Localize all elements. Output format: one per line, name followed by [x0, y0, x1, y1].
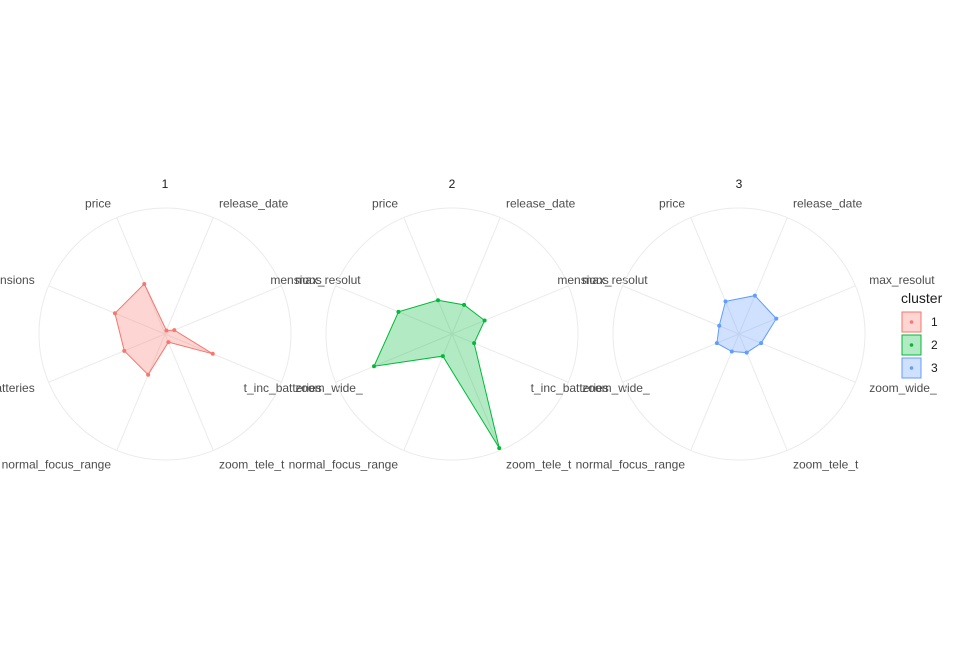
grid-spoke — [690, 333, 740, 451]
grid-spoke — [738, 333, 856, 383]
axis-label: normal_focus_range — [576, 457, 686, 471]
grid-spoke — [335, 333, 453, 383]
data-point — [440, 354, 445, 359]
axis-label: zoom_wide_ — [582, 381, 650, 395]
axis-label: release_date — [219, 197, 289, 211]
grid-spoke — [164, 217, 214, 335]
grid-spoke — [116, 217, 166, 335]
grid-circle — [38, 207, 292, 461]
grid-spoke — [738, 217, 788, 335]
grid-spoke — [403, 217, 453, 335]
data-point — [372, 364, 377, 369]
axis-label: price — [372, 197, 398, 211]
grid-spoke — [451, 333, 501, 451]
legend-label: 2 — [931, 338, 938, 352]
facet-title: 1 — [162, 177, 169, 191]
grid-spoke — [451, 333, 569, 383]
legend-label: 3 — [931, 361, 938, 375]
data-point — [166, 340, 171, 345]
axis-label: normal_focus_range — [289, 457, 399, 471]
axis-label: price — [659, 197, 685, 211]
data-point — [122, 348, 127, 353]
axis-label: normal_focus_range — [2, 457, 112, 471]
legend-key-point — [909, 320, 914, 324]
data-point — [142, 281, 147, 286]
grid-spoke — [690, 217, 740, 335]
grid-spoke — [48, 285, 166, 335]
facet-title: 2 — [449, 177, 456, 191]
legend-title: cluster — [901, 290, 943, 306]
grid-spoke — [403, 333, 453, 451]
axis-label: release_date — [793, 197, 863, 211]
axis-label: max_resolut — [582, 273, 648, 287]
data-point — [462, 302, 467, 307]
data-point — [717, 323, 722, 328]
data-point — [436, 298, 441, 303]
axis-label: mensions — [270, 273, 321, 287]
grid-spoke — [116, 333, 166, 451]
grid-circle — [325, 207, 579, 461]
data-point — [774, 316, 779, 321]
data-point — [112, 311, 117, 316]
grid-spoke — [48, 333, 166, 383]
data-point — [744, 350, 749, 355]
axis-label: t_inc_batteries — [244, 381, 322, 395]
data-point — [714, 341, 719, 346]
axis-label: zoom_wide_ — [869, 381, 937, 395]
axis-label: zoom_tele_t — [506, 457, 572, 471]
axis-label: t_inc_batteries — [531, 381, 609, 395]
grid-circle — [612, 207, 866, 461]
grid-spoke — [738, 285, 856, 335]
grid-spoke — [622, 333, 740, 383]
axis-label: max_resolut — [869, 273, 935, 287]
data-point — [164, 328, 169, 333]
series-area-2 — [373, 299, 500, 449]
data-point — [723, 299, 728, 304]
data-point — [146, 372, 151, 377]
axis-label: t_inc_batteries — [0, 381, 35, 395]
axis-label: max_resolut — [295, 273, 361, 287]
data-point — [752, 293, 757, 298]
axis-label: mensions — [557, 273, 608, 287]
data-point — [396, 309, 401, 314]
data-point — [482, 318, 487, 323]
data-point — [172, 328, 177, 333]
facet-title: 3 — [736, 177, 743, 191]
legend-label: 1 — [931, 315, 938, 329]
axis-label: zoom_tele_t — [219, 457, 285, 471]
data-point — [759, 341, 764, 346]
legend-key-point — [909, 343, 914, 347]
grid-spoke — [451, 285, 569, 335]
grid-spoke — [164, 333, 282, 383]
grid-spoke — [451, 217, 501, 335]
legend-key-point — [909, 366, 914, 370]
data-point — [210, 351, 215, 356]
axis-label: zoom_tele_t — [793, 457, 859, 471]
axis-label: release_date — [506, 197, 576, 211]
axis-label: mensions — [0, 273, 35, 287]
series-area-1 — [114, 283, 213, 376]
series-area-3 — [716, 295, 777, 354]
axis-label: zoom_wide_ — [295, 381, 363, 395]
grid-spoke — [164, 285, 282, 335]
data-point — [497, 446, 502, 451]
axis-label: price — [85, 197, 111, 211]
grid-spoke — [335, 285, 453, 335]
data-point — [729, 349, 734, 354]
data-point — [472, 341, 477, 346]
grid-spoke — [164, 333, 214, 451]
